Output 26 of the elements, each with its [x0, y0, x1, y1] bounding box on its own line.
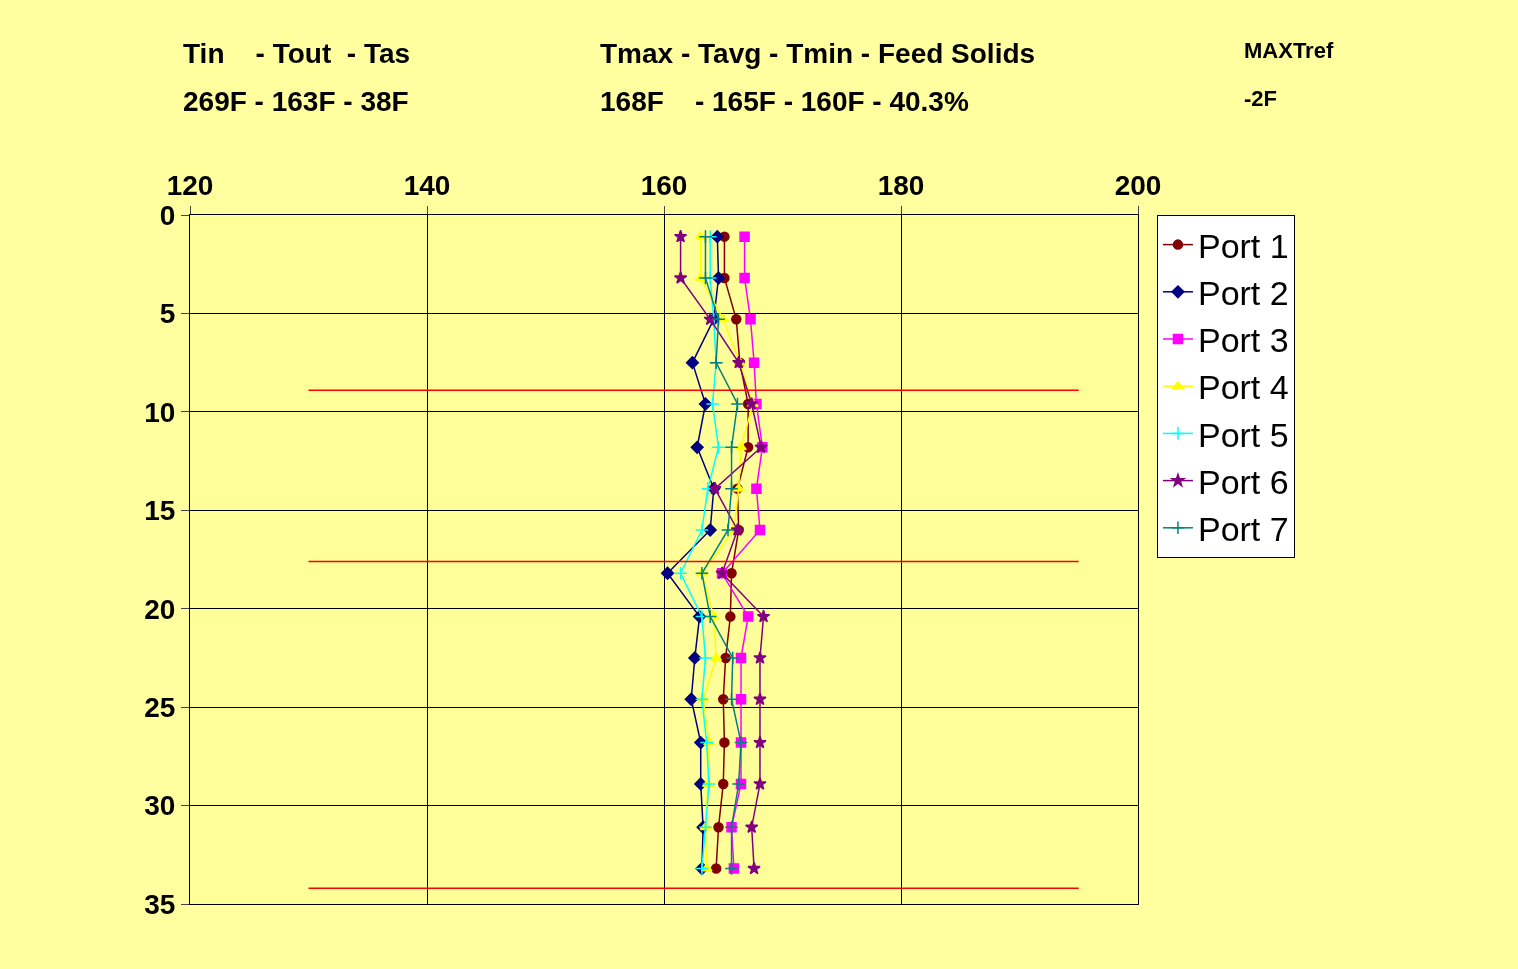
text: -2F [1244, 86, 1277, 111]
legend-label: Port 2 [1197, 274, 1289, 313]
x-tick-label: 180 [877, 169, 925, 201]
y-tick-label: 25 [144, 691, 176, 723]
y-tick-label: 0 [159, 199, 176, 231]
y-tick-label: 15 [144, 495, 176, 527]
y-tick-label: 30 [144, 790, 176, 822]
text: 269F - 163F - 38F [183, 86, 409, 117]
y-tick-label: 35 [144, 888, 176, 920]
legend-label: Port 1 [1197, 226, 1289, 265]
legend-label: Port 4 [1197, 368, 1289, 407]
legend-label: Port 6 [1197, 462, 1289, 501]
legend-label: Port 5 [1197, 415, 1289, 454]
legend-label: Port 7 [1197, 510, 1289, 549]
x-tick-label: 120 [166, 169, 214, 201]
legend-label: Port 3 [1197, 321, 1289, 360]
y-tick-label: 20 [144, 593, 176, 625]
y-tick-label: 10 [144, 396, 176, 428]
text: 168F - 165F - 160F - 40.3% [600, 86, 969, 117]
x-tick-label: 160 [640, 169, 688, 201]
text: Tin - Tout - Tas [183, 38, 411, 69]
text: MAXTref [1244, 38, 1334, 63]
y-tick-label: 5 [159, 298, 176, 330]
x-tick-label: 140 [403, 169, 451, 201]
x-tick-label: 200 [1114, 169, 1162, 201]
text: Tmax - Tavg - Tmin - Feed Solids [600, 38, 1036, 69]
